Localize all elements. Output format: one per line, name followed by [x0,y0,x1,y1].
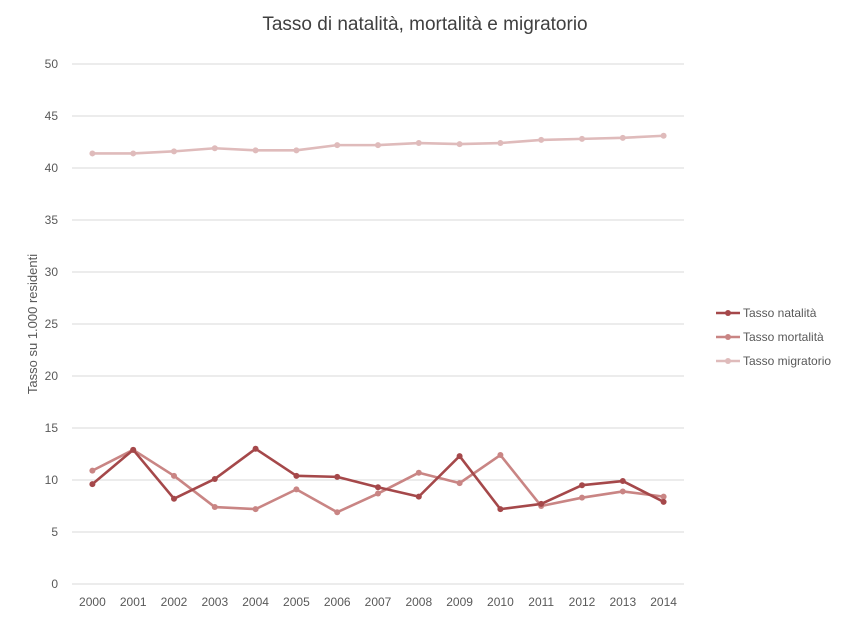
legend: Tasso natalità Tasso mortalità Tasso migra… [716,306,831,368]
y-tick-label: 10 [45,473,59,487]
x-tick-label: 2008 [405,595,432,609]
data-point [660,498,667,505]
data-point [334,142,341,149]
data-point [579,494,585,501]
data-point [538,500,545,507]
data-point [293,472,300,479]
legend-marker [725,310,731,316]
series [89,132,667,516]
data-point [497,506,504,513]
data-point [375,490,381,497]
series-line [91,448,664,514]
y-tick-label: 25 [45,317,59,331]
data-point [171,148,177,155]
data-point [456,141,463,148]
data-point [375,484,381,491]
data-point [211,504,218,511]
data-point [415,493,422,500]
series-2 [89,132,667,157]
x-tick-label: 2011 [528,595,554,609]
gridlines [72,63,684,585]
x-tick-label: 2007 [365,595,392,609]
data-point [130,150,137,157]
data-point [415,140,422,147]
data-point [456,453,463,460]
data-point [211,475,218,482]
x-tick-label: 2002 [161,595,188,609]
y-axis-label: Tasso su 1.000 residenti [25,254,40,394]
legend-label: Tasso migratorio [743,354,831,368]
data-point [89,481,96,488]
data-point [660,132,667,139]
x-tick-label: 2014 [650,595,677,609]
x-tick-label: 2009 [446,595,473,609]
data-point [252,445,259,452]
legend-item: Tasso mortalità [716,330,824,344]
data-point [334,509,341,516]
data-point [334,473,341,480]
series-0 [89,445,667,513]
data-point [375,142,381,149]
data-point [252,147,259,154]
y-tick-label: 0 [51,577,58,591]
data-point [619,478,626,485]
x-tick-label: 2013 [609,595,636,609]
y-tick-label: 50 [45,57,59,71]
data-point [497,452,504,459]
x-tick-label: 2005 [283,595,310,609]
data-point [252,506,259,513]
y-tick-label: 35 [45,213,59,227]
x-tick-label: 2004 [242,595,269,609]
y-tick-label: 30 [45,265,59,279]
legend-label: Tasso natalità [743,306,817,320]
y-tick-label: 5 [51,525,58,539]
y-tick-label: 40 [45,161,59,175]
data-point [579,482,585,489]
data-point [171,472,177,479]
x-tick-label: 2010 [487,595,514,609]
data-point [130,446,137,453]
data-point [415,469,422,476]
chart-title: Tasso di natalità, mortalità e migratori… [262,14,587,35]
data-point [89,150,96,157]
data-point [538,136,545,143]
series-1 [89,446,667,516]
legend-item: Tasso migratorio [716,354,831,368]
data-point [89,467,96,474]
data-point [660,493,667,500]
x-tick-label: 2006 [324,595,351,609]
data-point [456,480,463,487]
legend-item: Tasso natalità [716,306,817,320]
x-tick-label: 2012 [569,595,596,609]
data-point [293,147,300,154]
data-point [497,140,504,147]
data-point [293,486,300,493]
y-tick-label: 45 [45,109,59,123]
data-point [619,134,626,141]
data-point [619,488,626,495]
legend-label: Tasso mortalità [743,330,824,344]
x-tick-label: 2003 [201,595,228,609]
legend-marker [725,334,731,340]
x-axis-ticks: 2000 2001 2002 2003 2004 2005 2006 2007 2008 2009… [79,595,677,609]
y-axis-ticks: 0 5 10 15 20 25 30 35 40 45 50 [45,57,59,591]
y-tick-label: 15 [45,421,59,435]
data-point [171,495,177,502]
legend-marker [725,358,731,364]
data-point [579,135,585,142]
x-tick-label: 2001 [120,595,147,609]
data-point [211,145,218,152]
y-tick-label: 20 [45,369,59,383]
x-tick-label: 2000 [79,595,106,609]
